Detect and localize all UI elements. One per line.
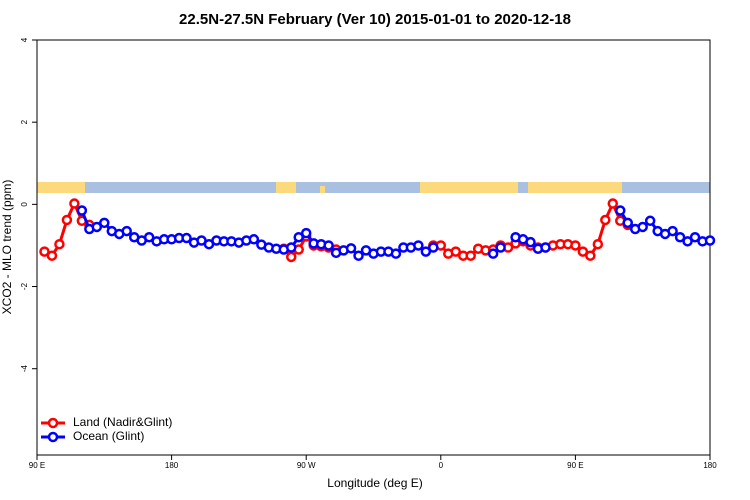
x-axis-label: Longitude (deg E) — [327, 476, 422, 490]
data-point — [413, 240, 424, 251]
data-point — [667, 225, 678, 237]
chart-title: 22.5N-27.5N February (Ver 10) 2015-01-01… — [179, 11, 571, 28]
x-tick-label: 90 E — [567, 461, 583, 470]
data-point — [570, 240, 581, 251]
legend-label: Land (Nadir&Glint) — [73, 415, 172, 429]
data-point — [121, 225, 132, 237]
data-point — [91, 221, 103, 233]
data-point — [450, 246, 462, 257]
y-tick-label: -4 — [20, 365, 29, 373]
data-point — [495, 242, 506, 253]
legend-marker — [47, 431, 59, 443]
data-point — [465, 250, 476, 261]
data-point — [420, 246, 432, 257]
data-point — [353, 250, 364, 261]
land-ocean-strip — [37, 182, 710, 193]
data-point — [577, 246, 589, 257]
land-strip — [320, 186, 325, 193]
data-point — [293, 231, 304, 243]
data-point — [61, 214, 73, 226]
data-point — [76, 205, 88, 216]
data-point — [615, 205, 626, 216]
data-point — [600, 214, 611, 226]
data-point — [487, 248, 499, 259]
y-tick-label: 0 — [20, 202, 29, 207]
data-point — [704, 235, 716, 246]
data-point — [143, 231, 155, 243]
data-point — [285, 242, 297, 253]
data-point — [622, 217, 633, 229]
data-point — [607, 198, 619, 209]
data-point — [54, 238, 65, 250]
data-point — [592, 238, 604, 250]
legend-label: Ocean (Glint) — [73, 429, 144, 443]
data-point — [540, 242, 551, 253]
plot-frame — [36, 39, 711, 456]
data-point — [300, 227, 312, 239]
data-point — [585, 250, 596, 261]
x-tick-label: 180 — [703, 461, 717, 470]
land-strip — [420, 182, 518, 193]
data-point — [323, 240, 334, 251]
data-point — [99, 217, 110, 229]
data-point — [39, 246, 50, 257]
legend-marker — [47, 417, 59, 429]
x-tick-label: 180 — [165, 461, 179, 470]
data-point — [285, 251, 297, 263]
data-point — [181, 232, 192, 244]
y-tick-label: 2 — [20, 119, 29, 124]
data-point — [248, 234, 260, 245]
land-strip — [276, 182, 296, 193]
y-tick-label: -2 — [20, 282, 29, 290]
y-axis-label: XCO2 - MLO trend (ppm) — [0, 180, 14, 315]
data-point — [674, 231, 686, 243]
data-point — [525, 236, 536, 248]
data-point — [644, 215, 656, 227]
data-point — [390, 248, 402, 259]
data-point — [46, 250, 58, 261]
y-tick-label: 4 — [20, 37, 29, 42]
land-strip — [37, 182, 85, 193]
ocean-strip — [37, 182, 710, 193]
data-point — [345, 243, 357, 254]
data-point — [428, 242, 439, 253]
data-point — [637, 221, 648, 233]
land-strip — [528, 182, 622, 193]
data-point — [69, 198, 80, 209]
x-tick-label: 90 W — [297, 461, 316, 470]
x-tick-label: 0 — [439, 461, 444, 470]
x-tick-label: 90 E — [29, 461, 45, 470]
data-point — [682, 236, 693, 247]
data-point — [689, 231, 701, 243]
